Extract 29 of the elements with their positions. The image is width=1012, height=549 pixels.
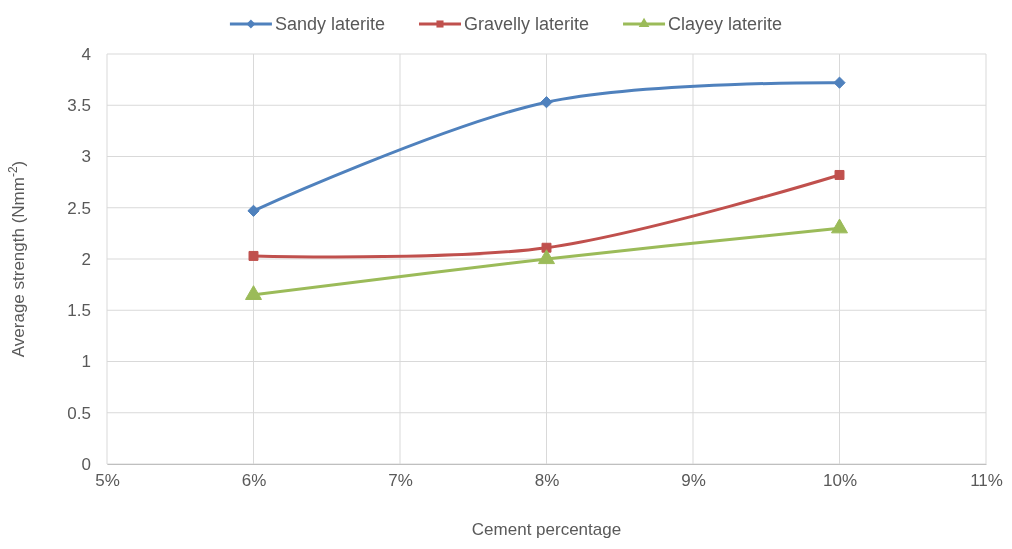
y-tick-label: 1.5 (67, 301, 91, 321)
point (540, 96, 553, 109)
y-tick-label: 1 (81, 352, 91, 372)
y-tick-label: 4 (81, 44, 91, 64)
y-tick-label: 3 (81, 147, 91, 167)
x-tick-label: 6% (241, 471, 267, 491)
legend-label: Gravelly laterite (463, 14, 590, 34)
y-tick-label: 2 (81, 249, 91, 269)
x-tick-label: 7% (388, 471, 413, 491)
point (831, 218, 848, 234)
y-tick-label: 0.5 (67, 403, 91, 423)
x-tick-label: 8% (534, 471, 560, 491)
point (538, 249, 555, 265)
point (248, 250, 259, 261)
x-tick-label: 11% (970, 471, 1003, 491)
x-tick-label: 5% (95, 471, 120, 491)
x-tick-label: 9% (681, 471, 706, 491)
x-tick-label: 10% (822, 471, 858, 491)
point (834, 169, 845, 180)
point (833, 76, 846, 89)
point (245, 285, 262, 300)
y-tick-label: 0 (81, 454, 91, 474)
legend-label: Sandy laterite (274, 14, 385, 34)
x-axis-title: Cement percentage (471, 520, 622, 539)
point (541, 242, 552, 253)
point (247, 204, 260, 217)
y-tick-label: 2.5 (67, 198, 91, 218)
y-tick-label: 3.5 (67, 96, 91, 116)
legend-label: Clayey laterite (668, 14, 783, 34)
